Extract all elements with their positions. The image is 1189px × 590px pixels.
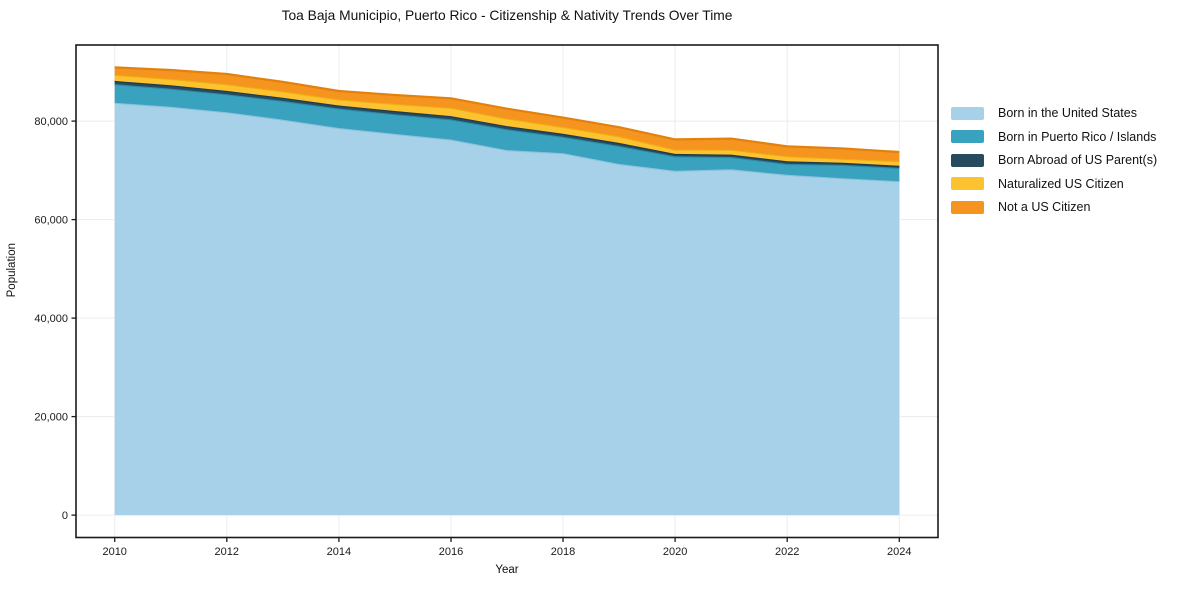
legend-label: Born in the United States <box>998 106 1137 120</box>
legend-item-pr_islands: Born in Puerto Rico / Islands <box>951 130 1157 144</box>
legend-swatch-icon <box>951 177 984 190</box>
x-tick-label: 2014 <box>327 546 351 558</box>
legend-item-born_abroad: Born Abroad of US Parent(s) <box>951 153 1157 167</box>
legend-swatch-icon <box>951 200 984 214</box>
legend-swatch-icon <box>951 106 984 120</box>
area-born_us <box>114 102 900 516</box>
chart-title: Toa Baja Municipio, Puerto Rico - Citize… <box>281 8 733 23</box>
x-tick-label: 2010 <box>102 546 126 558</box>
area-edge-not_citizen <box>114 66 900 154</box>
legend-label: Not a US Citizen <box>998 200 1091 214</box>
legend-swatch-icon <box>951 153 984 167</box>
x-tick-label: 2020 <box>663 546 687 558</box>
legend-item-naturalized: Naturalized US Citizen <box>951 177 1157 191</box>
legend-swatch-icon <box>951 130 984 143</box>
legend: Born in the United States Born in Puerto … <box>951 106 1157 214</box>
x-tick-label: 2018 <box>551 546 575 558</box>
area-naturalized <box>114 74 900 166</box>
plot-border <box>75 44 939 539</box>
x-tick-label: 2024 <box>887 546 911 558</box>
y-tick-label: 60,000 <box>34 214 68 226</box>
legend-label: Naturalized US Citizen <box>998 176 1124 191</box>
y-axis-label: Population <box>6 243 18 298</box>
y-tick-label: 40,000 <box>34 313 68 325</box>
legend-item-born_us: Born in the United States <box>951 106 1157 120</box>
legend-label: Born in Puerto Rico / Islands <box>998 129 1157 144</box>
x-axis-label: Year <box>495 564 519 576</box>
x-tick-label: 2022 <box>775 546 799 558</box>
legend-item-not_citizen: Not a US Citizen <box>951 200 1157 214</box>
x-tick-label: 2016 <box>439 546 463 558</box>
area-not_citizen <box>114 67 900 162</box>
y-tick-label: 20,000 <box>34 411 68 423</box>
y-tick-label: 0 <box>62 510 68 522</box>
x-tick-label: 2012 <box>215 546 239 558</box>
legend-label: Born Abroad of US Parent(s) <box>998 153 1158 167</box>
y-tick-label: 80,000 <box>34 116 68 128</box>
